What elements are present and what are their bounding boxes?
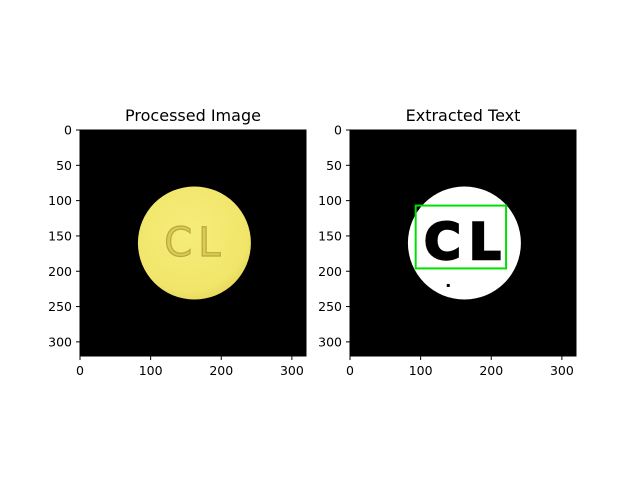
noise-speck [446,283,450,287]
y-tick-label: 100 [318,193,342,208]
y-tick-label: 0 [334,123,342,138]
x-tick-label: 200 [479,363,503,378]
y-tick-label: 100 [48,193,72,208]
y-tick-label: 0 [64,123,72,138]
y-tick-label: 250 [48,299,72,314]
y-tick-label: 200 [318,264,342,279]
panel-title: Processed Image [125,106,261,125]
panel-processed-image: Processed Image CL 0 100 200 300 0 50 100 150 200 2… [48,106,307,378]
x-tick-label: 0 [76,363,84,378]
y-tick-label: 300 [318,334,342,349]
panel-title: Extracted Text [406,106,521,125]
x-tick-label: 100 [409,363,433,378]
axes-frame [349,129,577,357]
x-tick-label: 300 [550,363,574,378]
y-tick-label: 150 [318,228,342,243]
y-tick-label: 50 [326,158,342,173]
extracted-text: CL [424,213,509,271]
pill-mask [407,186,521,300]
x-tick-label: 300 [280,363,304,378]
y-tick-label: 150 [48,228,72,243]
y-tick-label: 300 [48,334,72,349]
panel-extracted-text: Extracted Text CL 0 100 200 300 0 50 100 150 200 25… [318,106,577,378]
x-tick-label: 200 [209,363,233,378]
y-tick-label: 200 [48,264,72,279]
x-tick-label: 0 [346,363,354,378]
pill-imprint: CL [164,220,226,266]
y-tick-label: 50 [56,158,72,173]
y-tick-label: 250 [318,299,342,314]
x-tick-label: 100 [139,363,163,378]
detection-box [414,204,508,270]
pill [137,186,251,300]
axes-frame [79,129,307,357]
